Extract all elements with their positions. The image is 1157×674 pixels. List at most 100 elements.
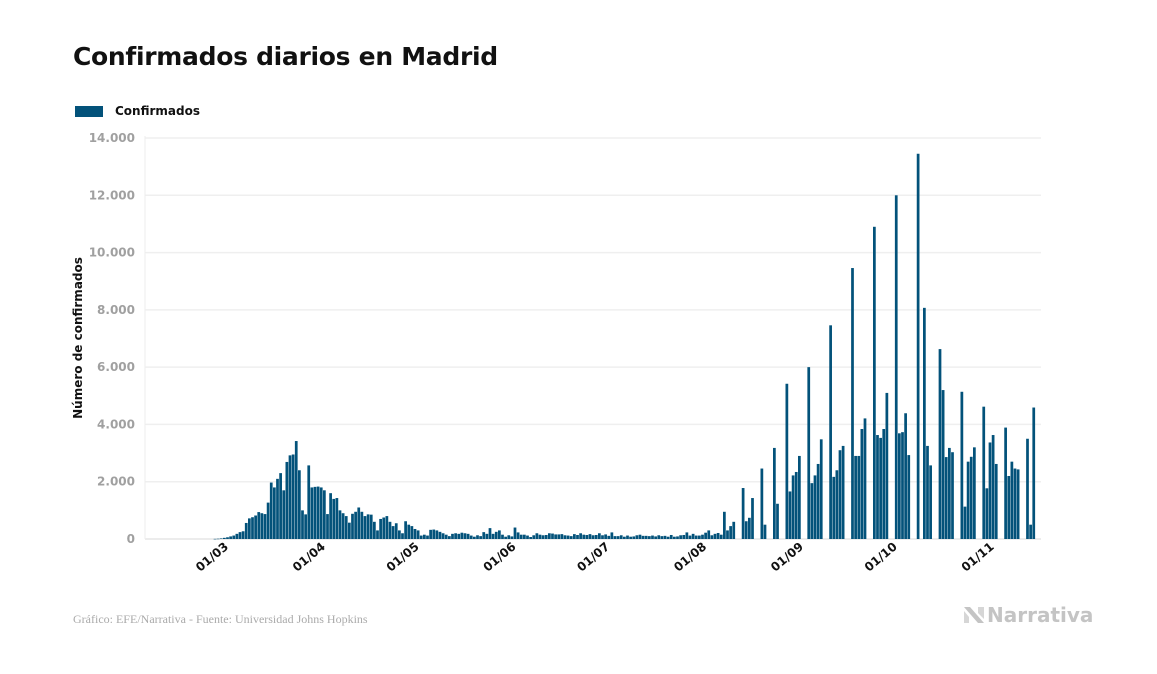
bar xyxy=(619,535,623,539)
bar xyxy=(519,534,523,539)
bar xyxy=(423,534,426,539)
bar xyxy=(851,268,854,539)
x-tick-label: 01/10 xyxy=(862,539,900,574)
bar xyxy=(816,463,820,539)
x-tick-label: 01/07 xyxy=(574,539,612,574)
bar xyxy=(326,514,329,539)
bar xyxy=(279,473,282,539)
bar xyxy=(785,383,789,539)
bar xyxy=(441,533,445,539)
bar xyxy=(404,521,407,539)
bar xyxy=(723,511,726,539)
bar xyxy=(226,537,229,539)
bar xyxy=(741,488,745,539)
bar xyxy=(557,534,561,539)
bar xyxy=(926,445,929,539)
bar xyxy=(623,536,626,539)
bar xyxy=(710,535,714,539)
bar xyxy=(963,506,967,539)
bar xyxy=(876,435,879,539)
bar xyxy=(469,535,473,539)
bar xyxy=(323,490,326,539)
bar xyxy=(435,530,439,539)
bar xyxy=(316,486,320,539)
bar xyxy=(807,367,811,539)
bar xyxy=(760,468,764,539)
x-tick-label: 01/08 xyxy=(671,539,709,574)
bar xyxy=(654,536,657,539)
brand-name: Narrativa xyxy=(987,603,1094,627)
bar xyxy=(763,524,767,539)
bar xyxy=(285,461,289,539)
bar xyxy=(504,536,507,539)
bar xyxy=(1010,461,1014,539)
bar xyxy=(744,521,748,539)
bar xyxy=(376,530,379,539)
bar xyxy=(929,465,932,539)
bar xyxy=(673,536,676,539)
bar xyxy=(588,534,592,539)
bar xyxy=(569,536,573,539)
bar xyxy=(329,493,332,539)
bar xyxy=(507,535,511,539)
bar xyxy=(563,535,567,539)
bar xyxy=(748,517,751,539)
bar xyxy=(413,528,417,539)
bar xyxy=(879,437,882,539)
bar xyxy=(860,429,864,539)
bar xyxy=(529,537,532,539)
bar xyxy=(429,529,432,539)
bar xyxy=(254,515,257,539)
bar xyxy=(419,535,423,539)
y-tick-label: 12.000 xyxy=(89,188,135,202)
bar xyxy=(644,535,648,539)
x-tick-label: 01/06 xyxy=(481,539,519,574)
bar xyxy=(501,534,504,539)
bar xyxy=(235,533,239,539)
bar xyxy=(366,514,370,539)
bar xyxy=(338,510,342,539)
bar xyxy=(348,522,351,539)
bar xyxy=(666,536,670,539)
bar xyxy=(426,535,429,539)
bar xyxy=(369,514,373,539)
bar xyxy=(704,532,707,539)
bar xyxy=(798,455,801,539)
bar xyxy=(301,510,304,539)
bar xyxy=(916,153,920,539)
bar xyxy=(938,349,942,539)
bar xyxy=(263,514,267,539)
bar xyxy=(657,535,661,539)
bar xyxy=(1032,407,1036,539)
y-tick-labels: 0 2.000 4.000 6.000 8.000 10.000 12.000 14.000 xyxy=(89,131,135,546)
bar xyxy=(719,534,723,539)
bar xyxy=(526,535,529,539)
bar xyxy=(1016,469,1020,539)
bar xyxy=(810,483,814,539)
bar xyxy=(407,524,411,539)
bar xyxy=(951,452,954,539)
bar xyxy=(319,487,323,539)
bar xyxy=(304,514,307,539)
bar xyxy=(548,533,551,539)
bar xyxy=(857,455,861,539)
bar xyxy=(660,536,664,539)
bar xyxy=(594,534,598,539)
bar xyxy=(591,535,595,539)
bar xyxy=(882,429,886,539)
bar xyxy=(944,457,948,539)
bar xyxy=(701,534,704,539)
bar xyxy=(894,195,898,540)
chart-title: Confirmados diarios en Madrid xyxy=(73,42,498,71)
bar xyxy=(794,471,798,539)
y-tick-label: 4.000 xyxy=(97,417,135,431)
bar xyxy=(513,527,517,539)
bar xyxy=(841,445,845,539)
bar xyxy=(354,511,357,539)
bar xyxy=(898,433,901,539)
bar xyxy=(454,533,457,539)
bar xyxy=(385,516,389,539)
bar xyxy=(410,526,414,539)
bar xyxy=(613,536,617,539)
